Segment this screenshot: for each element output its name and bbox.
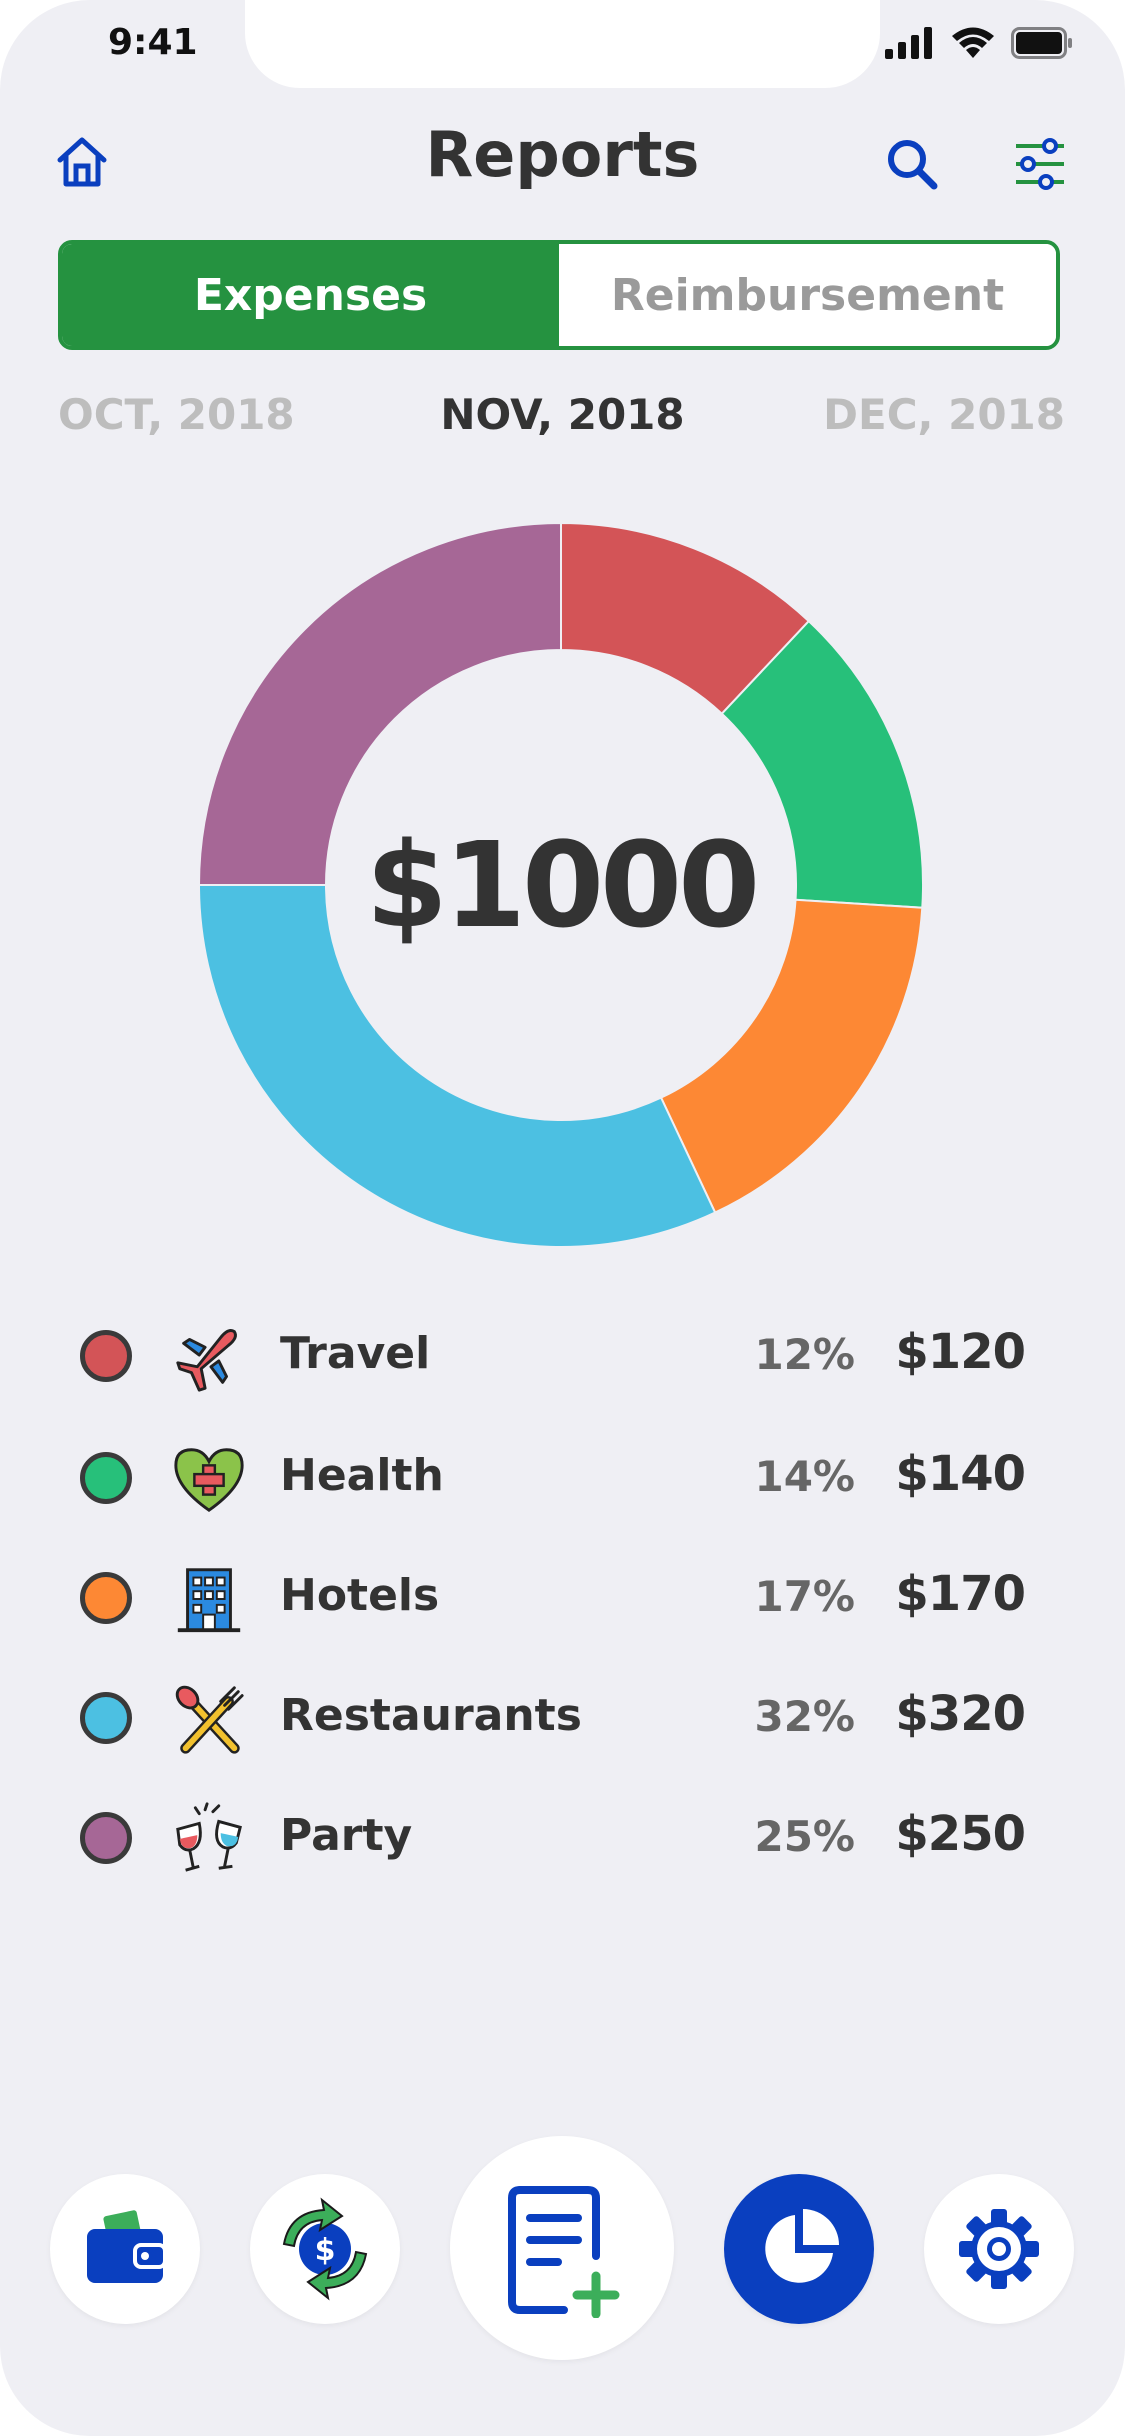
legend-item-hotels[interactable]: Hotels 17% $170 (0, 1552, 1125, 1652)
current-month: NOV, 2018 (440, 390, 685, 439)
status-icons (885, 26, 1073, 60)
home-icon[interactable] (52, 132, 112, 192)
search-icon[interactable] (884, 136, 940, 192)
legend-color-dot (80, 1330, 132, 1382)
legend-color-dot (80, 1692, 132, 1744)
notch (245, 0, 880, 88)
legend-label: Restaurants (280, 1690, 582, 1741)
donut-slice-party[interactable] (197, 521, 562, 886)
nav-reports-button[interactable] (724, 2174, 874, 2324)
tab-expenses[interactable]: Expenses (62, 244, 559, 346)
airplane-icon (176, 1329, 237, 1392)
nav-settings-button[interactable] (924, 2174, 1074, 2324)
gear-icon (959, 2209, 1039, 2289)
legend-label: Hotels (280, 1570, 440, 1621)
signal-icon (885, 27, 932, 59)
pie-chart-icon (765, 2209, 839, 2283)
page-title: Reports (425, 118, 700, 191)
next-month[interactable]: DEC, 2018 (823, 390, 1065, 439)
legend-item-restaurants[interactable]: Restaurants 32% $320 (0, 1672, 1125, 1772)
legend-item-party[interactable]: Party 25% $250 (0, 1792, 1125, 1892)
filter-sliders-icon[interactable] (1012, 136, 1068, 192)
hotel-building-icon (177, 1568, 241, 1633)
legend-amount: $120 (895, 1324, 1026, 1380)
legend-color-dot (80, 1452, 132, 1504)
legend-label: Party (280, 1810, 413, 1861)
legend-amount: $140 (895, 1446, 1026, 1502)
currency-exchange-icon: $ (282, 2197, 368, 2301)
nav-add-report-button[interactable] (450, 2136, 674, 2360)
status-time: 9:41 (108, 22, 198, 63)
legend-percent: 25% (754, 1812, 855, 1861)
wine-glasses-icon (176, 1802, 242, 1872)
legend-item-travel[interactable]: Travel 12% $120 (0, 1310, 1125, 1410)
legend-amount: $250 (895, 1806, 1026, 1862)
prev-month[interactable]: OCT, 2018 (58, 390, 295, 439)
legend-amount: $320 (895, 1686, 1026, 1742)
add-report-icon (508, 2186, 620, 2318)
battery-icon (1011, 27, 1072, 59)
legend-color-dot (80, 1812, 132, 1864)
legend-percent: 17% (754, 1572, 855, 1621)
wifi-icon (952, 27, 994, 58)
report-type-toggle: Expenses Reimbursement (58, 240, 1060, 350)
fork-spoon-icon (175, 1685, 244, 1754)
legend-color-dot (80, 1572, 132, 1624)
legend-percent: 14% (754, 1452, 855, 1501)
legend-amount: $170 (895, 1566, 1026, 1622)
donut-slice-hotels[interactable] (659, 898, 924, 1214)
nav-wallet-button[interactable] (50, 2174, 200, 2324)
heart-medical-icon (174, 1448, 244, 1512)
nav-exchange-button[interactable]: $ (250, 2174, 400, 2324)
expense-donut-chart (197, 521, 924, 1248)
legend-label: Travel (280, 1328, 431, 1379)
legend-percent: 32% (754, 1692, 855, 1741)
tab-reimbursement[interactable]: Reimbursement (559, 244, 1056, 346)
legend-item-health[interactable]: Health 14% $140 (0, 1432, 1125, 1532)
legend-percent: 12% (754, 1330, 855, 1379)
svg-text:$: $ (315, 2233, 336, 2268)
wallet-icon (87, 2210, 167, 2283)
donut-slice-restaurants[interactable] (197, 884, 717, 1248)
legend-label: Health (280, 1450, 444, 1501)
